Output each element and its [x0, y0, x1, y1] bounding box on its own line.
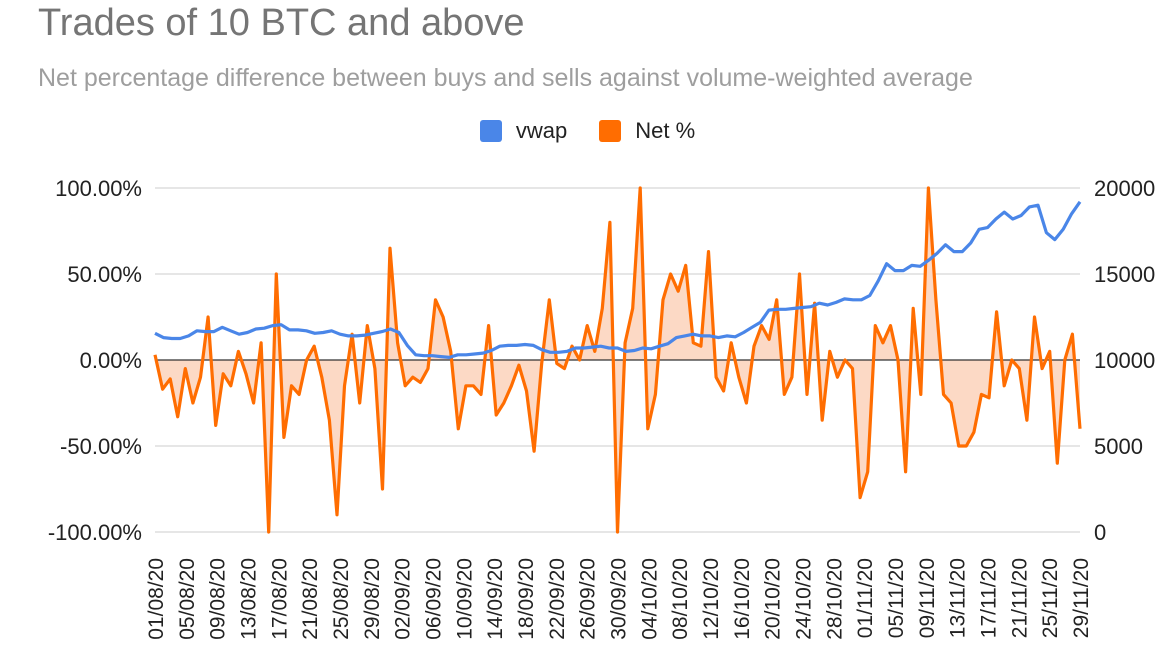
legend-item-net[interactable]: Net % — [599, 118, 695, 144]
x-tick-label: 21/11/20 — [1008, 558, 1031, 638]
legend: vwap Net % — [0, 118, 1175, 144]
x-tick-label: 17/08/20 — [268, 558, 291, 640]
x-tick-label: 08/10/20 — [669, 558, 692, 640]
x-tick-label: 29/08/20 — [361, 558, 384, 640]
x-tick-label: 02/09/20 — [392, 558, 415, 640]
legend-swatch-vwap — [479, 120, 502, 142]
x-tick-label: 09/11/20 — [916, 558, 939, 638]
x-tick-label: 24/10/20 — [793, 558, 816, 640]
x-tick-label: 18/09/20 — [515, 558, 538, 640]
x-tick-label: 10/09/20 — [453, 558, 476, 640]
x-tick-label: 26/09/20 — [577, 558, 600, 640]
x-tick-label: 17/11/20 — [978, 558, 1001, 638]
y-right-tick-label: 20000 — [1094, 176, 1155, 201]
x-tick-label: 25/08/20 — [330, 558, 353, 640]
y-left-tick-label: -50.00% — [60, 434, 142, 459]
y-right-tick-label: 15000 — [1094, 262, 1155, 287]
y-left-tick-label: -100.00% — [48, 520, 142, 545]
x-tick-label: 12/10/20 — [700, 558, 723, 640]
x-tick-label: 06/09/20 — [423, 558, 446, 640]
x-tick-label: 29/11/20 — [1070, 558, 1093, 638]
x-tick-label: 13/08/20 — [238, 558, 261, 640]
x-tick-label: 05/08/20 — [176, 558, 199, 640]
x-tick-label: 05/11/20 — [885, 558, 908, 638]
legend-label-vwap: vwap — [515, 118, 568, 143]
y-right-tick-label: 0 — [1094, 520, 1106, 545]
x-tick-label: 22/09/20 — [546, 558, 569, 640]
y-left-tick-label: 100.00% — [55, 176, 142, 201]
x-tick-label: 25/11/20 — [1039, 558, 1062, 638]
x-tick-label: 01/11/20 — [854, 558, 877, 638]
chart-title: Trades of 10 BTC and above — [38, 2, 525, 44]
y-right-tick-label: 5000 — [1094, 434, 1143, 459]
x-tick-label: 04/10/20 — [638, 558, 661, 640]
x-tick-label: 30/09/20 — [608, 558, 631, 640]
x-tick-label: 14/09/20 — [484, 558, 507, 640]
x-tick-label: 01/08/20 — [145, 558, 168, 640]
vwap-series-line — [154, 200, 1082, 359]
legend-item-vwap[interactable]: vwap — [479, 118, 568, 144]
y-left-tick-label: 0.00% — [80, 348, 142, 373]
net-series-line — [153, 186, 1082, 534]
x-tick-label: 21/08/20 — [299, 558, 322, 640]
y-left-tick-label: 50.00% — [67, 262, 142, 287]
x-tick-label: 20/10/20 — [762, 558, 785, 640]
x-tick-label: 28/10/20 — [823, 558, 846, 640]
x-tick-label: 16/10/20 — [731, 558, 754, 640]
x-tick-label: 09/08/20 — [207, 558, 230, 640]
x-tick-label: 13/11/20 — [947, 558, 970, 638]
chart-subtitle: Net percentage difference between buys a… — [38, 64, 973, 92]
y-right-tick-label: 10000 — [1094, 348, 1155, 373]
legend-label-net: Net % — [635, 118, 696, 143]
legend-swatch-net — [599, 120, 622, 142]
